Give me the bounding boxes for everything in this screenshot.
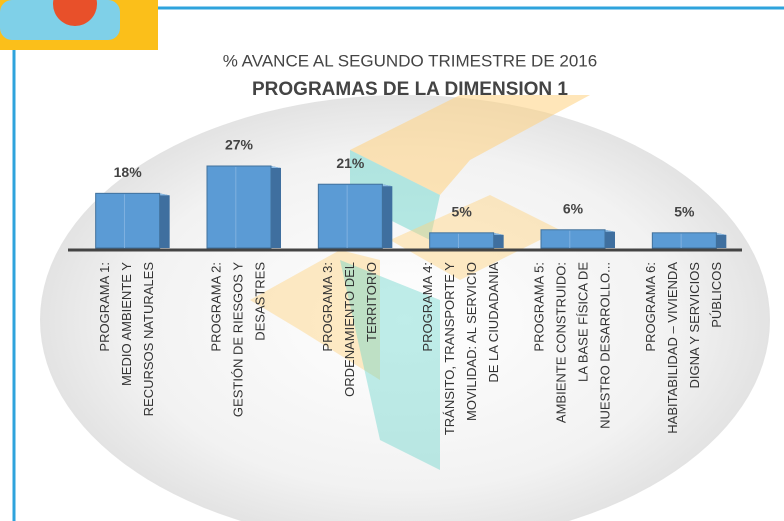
- x-tick-label: TERRITORIO: [364, 262, 379, 342]
- x-tick-label: DESASTRES: [252, 262, 267, 341]
- bar-side: [605, 229, 615, 248]
- bar-side: [159, 193, 170, 248]
- value-label: 5%: [674, 204, 695, 220]
- x-tick-label: GESTIÓN DE RIESGOS Y: [230, 262, 245, 417]
- x-tick-label: RECURSOS NATURALES: [141, 262, 156, 417]
- x-tick-label: MEDIO AMBIENTE Y: [119, 262, 134, 386]
- x-tick-label: ORDENAMIENTO DEL: [342, 262, 357, 397]
- bar-side: [382, 184, 393, 248]
- bar: [651, 232, 717, 249]
- value-label: 18%: [114, 164, 143, 180]
- x-tick-label: DE LA CIUDADANIA: [486, 262, 501, 383]
- bar-side: [716, 232, 727, 248]
- x-tick-label: NUESTRO DESARROLLO...: [597, 262, 612, 429]
- x-tick-label: PROGRAMA 6:: [643, 262, 658, 352]
- x-tick-label: LA BASE FÍSICA DE: [575, 262, 590, 382]
- chart-subtitle: PROGRAMAS DE LA DIMENSION 1: [252, 79, 568, 100]
- decor-ribbon: [350, 150, 440, 240]
- value-label: 6%: [563, 200, 584, 216]
- bar-side: [271, 166, 281, 248]
- bar-side: [493, 232, 504, 248]
- value-label: 27%: [225, 137, 254, 153]
- x-tick-label: MOVILIDAD: AL SERVICIO: [464, 262, 479, 421]
- decor-ribbon: [350, 95, 590, 195]
- chart-title: % AVANCE AL SEGUNDO TRIMESTRE DE 2016: [223, 51, 597, 70]
- bar: [206, 165, 272, 249]
- bar: [540, 229, 606, 249]
- x-tick-label: DIGNA Y SERVICIOS: [687, 262, 702, 389]
- decor-ribbon: [250, 250, 380, 380]
- bar: [317, 183, 383, 249]
- x-tick-label: PROGRAMA 4:: [420, 262, 435, 352]
- x-tick-label: AMBIENTE CONSTRUIDO:: [553, 262, 568, 423]
- bar: [429, 232, 495, 249]
- corner-circle: [53, 0, 97, 26]
- x-tick-label: PROGRAMA 3:: [320, 262, 335, 352]
- x-tick-label: PROGRAMA 1:: [97, 262, 112, 352]
- x-tick-label: PÚBLICOS: [709, 262, 724, 328]
- value-label: 21%: [336, 155, 365, 171]
- x-tick-label: TRÁNSITO, TRANSPORTE Y: [442, 262, 457, 435]
- decor-ribbon: [340, 260, 440, 470]
- bar: [95, 192, 161, 249]
- x-tick-label: PROGRAMA 2:: [208, 262, 223, 352]
- x-tick-label: PROGRAMA 5:: [531, 262, 546, 352]
- x-tick-label: HABITABILIDAD – VIVIENDA: [665, 262, 680, 434]
- value-label: 5%: [452, 204, 473, 220]
